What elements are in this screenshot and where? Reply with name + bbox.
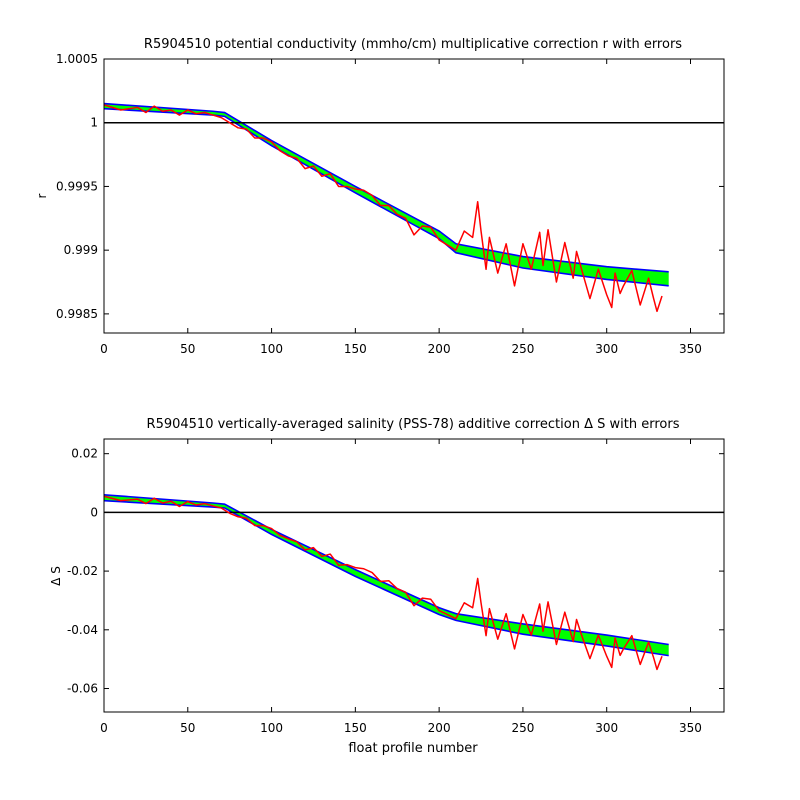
x-tick-label: 100 <box>260 721 283 735</box>
y-tick-label: 0.9985 <box>56 307 98 321</box>
y-tick-label: 0.02 <box>71 447 98 461</box>
y-tick-label: 0.999 <box>64 243 98 257</box>
y-tick-label: -0.04 <box>67 623 98 637</box>
x-tick-label: 150 <box>344 721 367 735</box>
error-bound-upper <box>103 102 669 273</box>
x-tick-label: 200 <box>428 342 451 356</box>
x-tick-label: 250 <box>511 721 534 735</box>
x-tick-label: 200 <box>428 721 451 735</box>
y-tick-label: 0 <box>90 505 98 519</box>
chart-title: R5904510 potential conductivity (mmho/cm… <box>144 37 682 52</box>
error-band <box>104 494 669 656</box>
x-tick-label: 250 <box>511 342 534 356</box>
series-line <box>103 104 663 313</box>
x-tick-label: 0 <box>100 721 108 735</box>
x-tick-label: 350 <box>679 342 702 356</box>
y-tick-label: 0.9995 <box>56 179 98 193</box>
chart-title: R5904510 vertically-averaged salinity (P… <box>147 417 680 432</box>
y-tick-label: 1 <box>90 116 98 130</box>
y-axis-label: Δ S <box>49 566 63 586</box>
x-tick-label: 150 <box>344 342 367 356</box>
plot-area: 0 50 100 150 200 250 300 350 -0.06 -0.04 -0.02 0 0.0… <box>67 438 725 735</box>
y-tick-label: -0.06 <box>67 682 98 696</box>
x-tick-label: 50 <box>180 721 195 735</box>
y-axis-label: r <box>35 193 49 198</box>
error-bound-lower <box>103 107 669 287</box>
x-tick-label: 50 <box>180 342 195 356</box>
y-tick-label: 1.0005 <box>56 52 98 66</box>
x-tick-label: 350 <box>679 721 702 735</box>
series-line <box>103 495 663 671</box>
x-axis-label: float profile number <box>348 741 478 756</box>
x-tick-label: 0 <box>100 342 108 356</box>
y-tick-label: -0.02 <box>67 564 98 578</box>
x-tick-label: 300 <box>595 721 618 735</box>
plot-area: 0 50 100 150 200 250 300 350 0.9985 0.999 0.9995 1 1… <box>56 52 725 356</box>
axes-frame <box>103 438 725 713</box>
chart-r-correction: R5904510 potential conductivity (mmho/cm… <box>35 37 725 356</box>
x-tick-label: 100 <box>260 342 283 356</box>
axes-frame <box>103 58 725 334</box>
x-tick-label: 300 <box>595 342 618 356</box>
chart-delta-s-correction: R5904510 vertically-averaged salinity (P… <box>49 417 725 756</box>
